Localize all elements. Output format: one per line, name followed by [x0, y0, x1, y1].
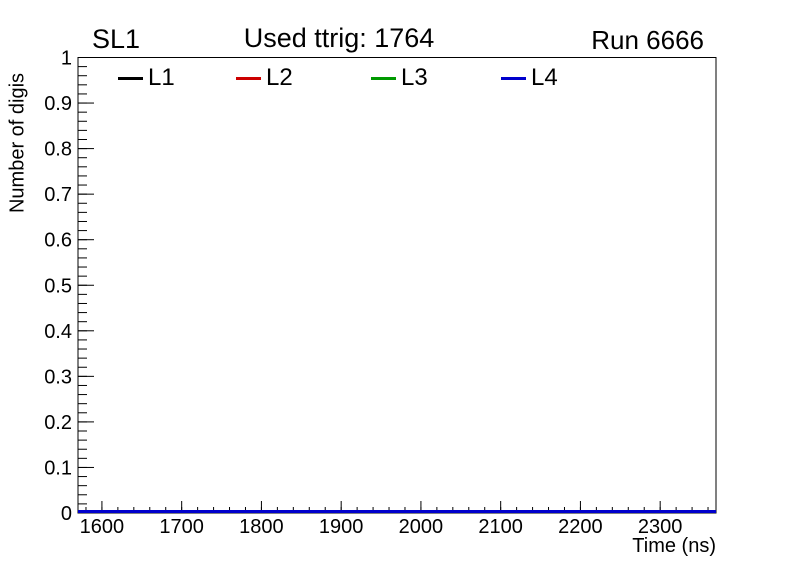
legend-label: L4 — [531, 64, 558, 91]
x-axis-title: Time (ns) — [632, 535, 716, 557]
legend-entry-L3: L3 — [371, 66, 428, 90]
y-axis-tick-label: 0.3 — [44, 366, 72, 388]
x-axis-tick-label: 2300 — [638, 516, 683, 538]
legend-line-icon — [371, 76, 396, 80]
y-axis-tick-label: 0.9 — [44, 93, 72, 115]
y-axis-tick-label: 0.5 — [44, 275, 72, 297]
y-axis-tick-label: 0.2 — [44, 412, 72, 434]
x-axis-tick-label: 2200 — [558, 516, 603, 538]
x-axis-tick-label: 1900 — [319, 516, 364, 538]
y-axis-tick-label: 0 — [61, 503, 72, 525]
x-axis-tick-label: 2100 — [478, 516, 523, 538]
y-axis-tick-label: 1 — [61, 48, 72, 70]
y-axis-tick-label: 0.6 — [44, 230, 72, 252]
run-number-title: Run 6666 — [591, 25, 704, 55]
legend-label: L3 — [401, 64, 428, 91]
ttrig-title: Used ttrig: 1764 — [243, 23, 435, 53]
superlayer-title: SL1 — [92, 24, 141, 54]
x-axis-tick-label: 1800 — [239, 516, 284, 538]
y-axis-tick-label: 0.1 — [44, 457, 72, 479]
legend-label: L1 — [148, 64, 175, 91]
y-axis-title: Number of digis — [6, 72, 29, 214]
legend-entry-L1: L1 — [118, 66, 175, 90]
legend-line-icon — [236, 76, 261, 80]
legend-entry-L4: L4 — [501, 66, 558, 90]
legend-entry-L2: L2 — [236, 66, 293, 90]
x-axis-tick-label: 2000 — [399, 516, 444, 538]
y-axis-tick-label: 0.4 — [44, 321, 72, 343]
y-axis-tick-label: 0.7 — [44, 184, 72, 206]
y-axis-tick-label: 0.8 — [44, 139, 72, 161]
plot-frame — [77, 57, 717, 514]
legend-label: L2 — [266, 64, 293, 91]
x-axis-tick-label: 1700 — [159, 516, 204, 538]
x-axis-tick-label: 1600 — [80, 516, 125, 538]
legend-line-icon — [501, 76, 526, 80]
legend-line-icon — [118, 76, 143, 80]
